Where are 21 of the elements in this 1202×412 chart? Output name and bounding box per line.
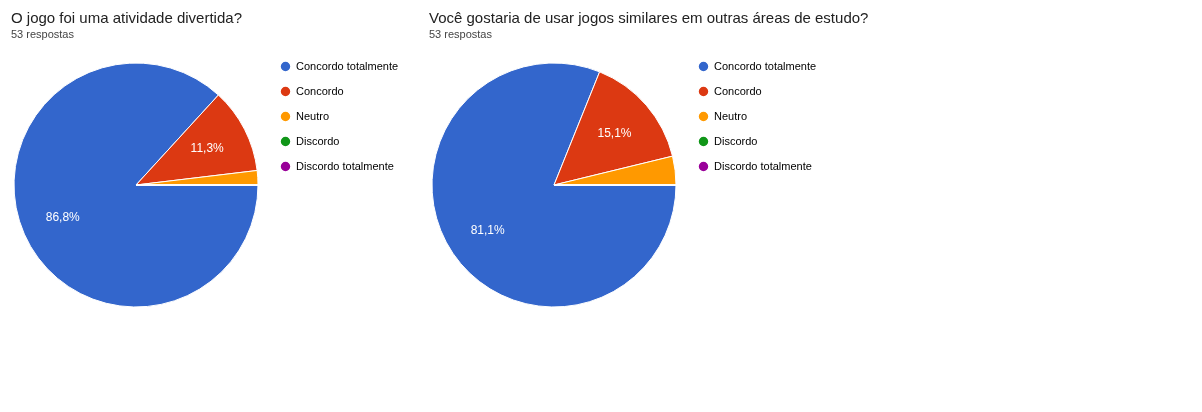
legend-label: Concordo totalmente bbox=[714, 59, 817, 72]
legend-label: Discordo totalmente bbox=[296, 159, 394, 172]
legend-label: Discordo bbox=[296, 134, 340, 147]
chart-title: O jogo foi uma atividade divertida? bbox=[11, 9, 242, 26]
data-label: 11,3% bbox=[190, 141, 225, 156]
legend-label: Concordo bbox=[296, 84, 344, 97]
legend-label: Concordo totalmente bbox=[296, 59, 399, 72]
legend-label: Discordo totalmente bbox=[714, 159, 812, 172]
pie-slice bbox=[13, 62, 259, 308]
chart-subtitle: 53 respostas bbox=[11, 28, 75, 40]
legend-label: Neutro bbox=[714, 109, 748, 122]
chart-title: Você gostaria de usar jogos similares em outras áreas de estudo? bbox=[429, 9, 869, 26]
pie-slice bbox=[553, 71, 674, 186]
legend-label: Neutro bbox=[296, 109, 330, 122]
data-label: 15,1% bbox=[597, 125, 632, 140]
pie-slice bbox=[431, 62, 677, 308]
data-label: 81,1% bbox=[470, 222, 506, 237]
chart-subtitle: 53 respostas bbox=[429, 28, 493, 40]
data-label: 86,8% bbox=[45, 210, 81, 225]
legend-label: Discordo bbox=[714, 134, 758, 147]
legend-label: Concordo bbox=[714, 84, 762, 97]
